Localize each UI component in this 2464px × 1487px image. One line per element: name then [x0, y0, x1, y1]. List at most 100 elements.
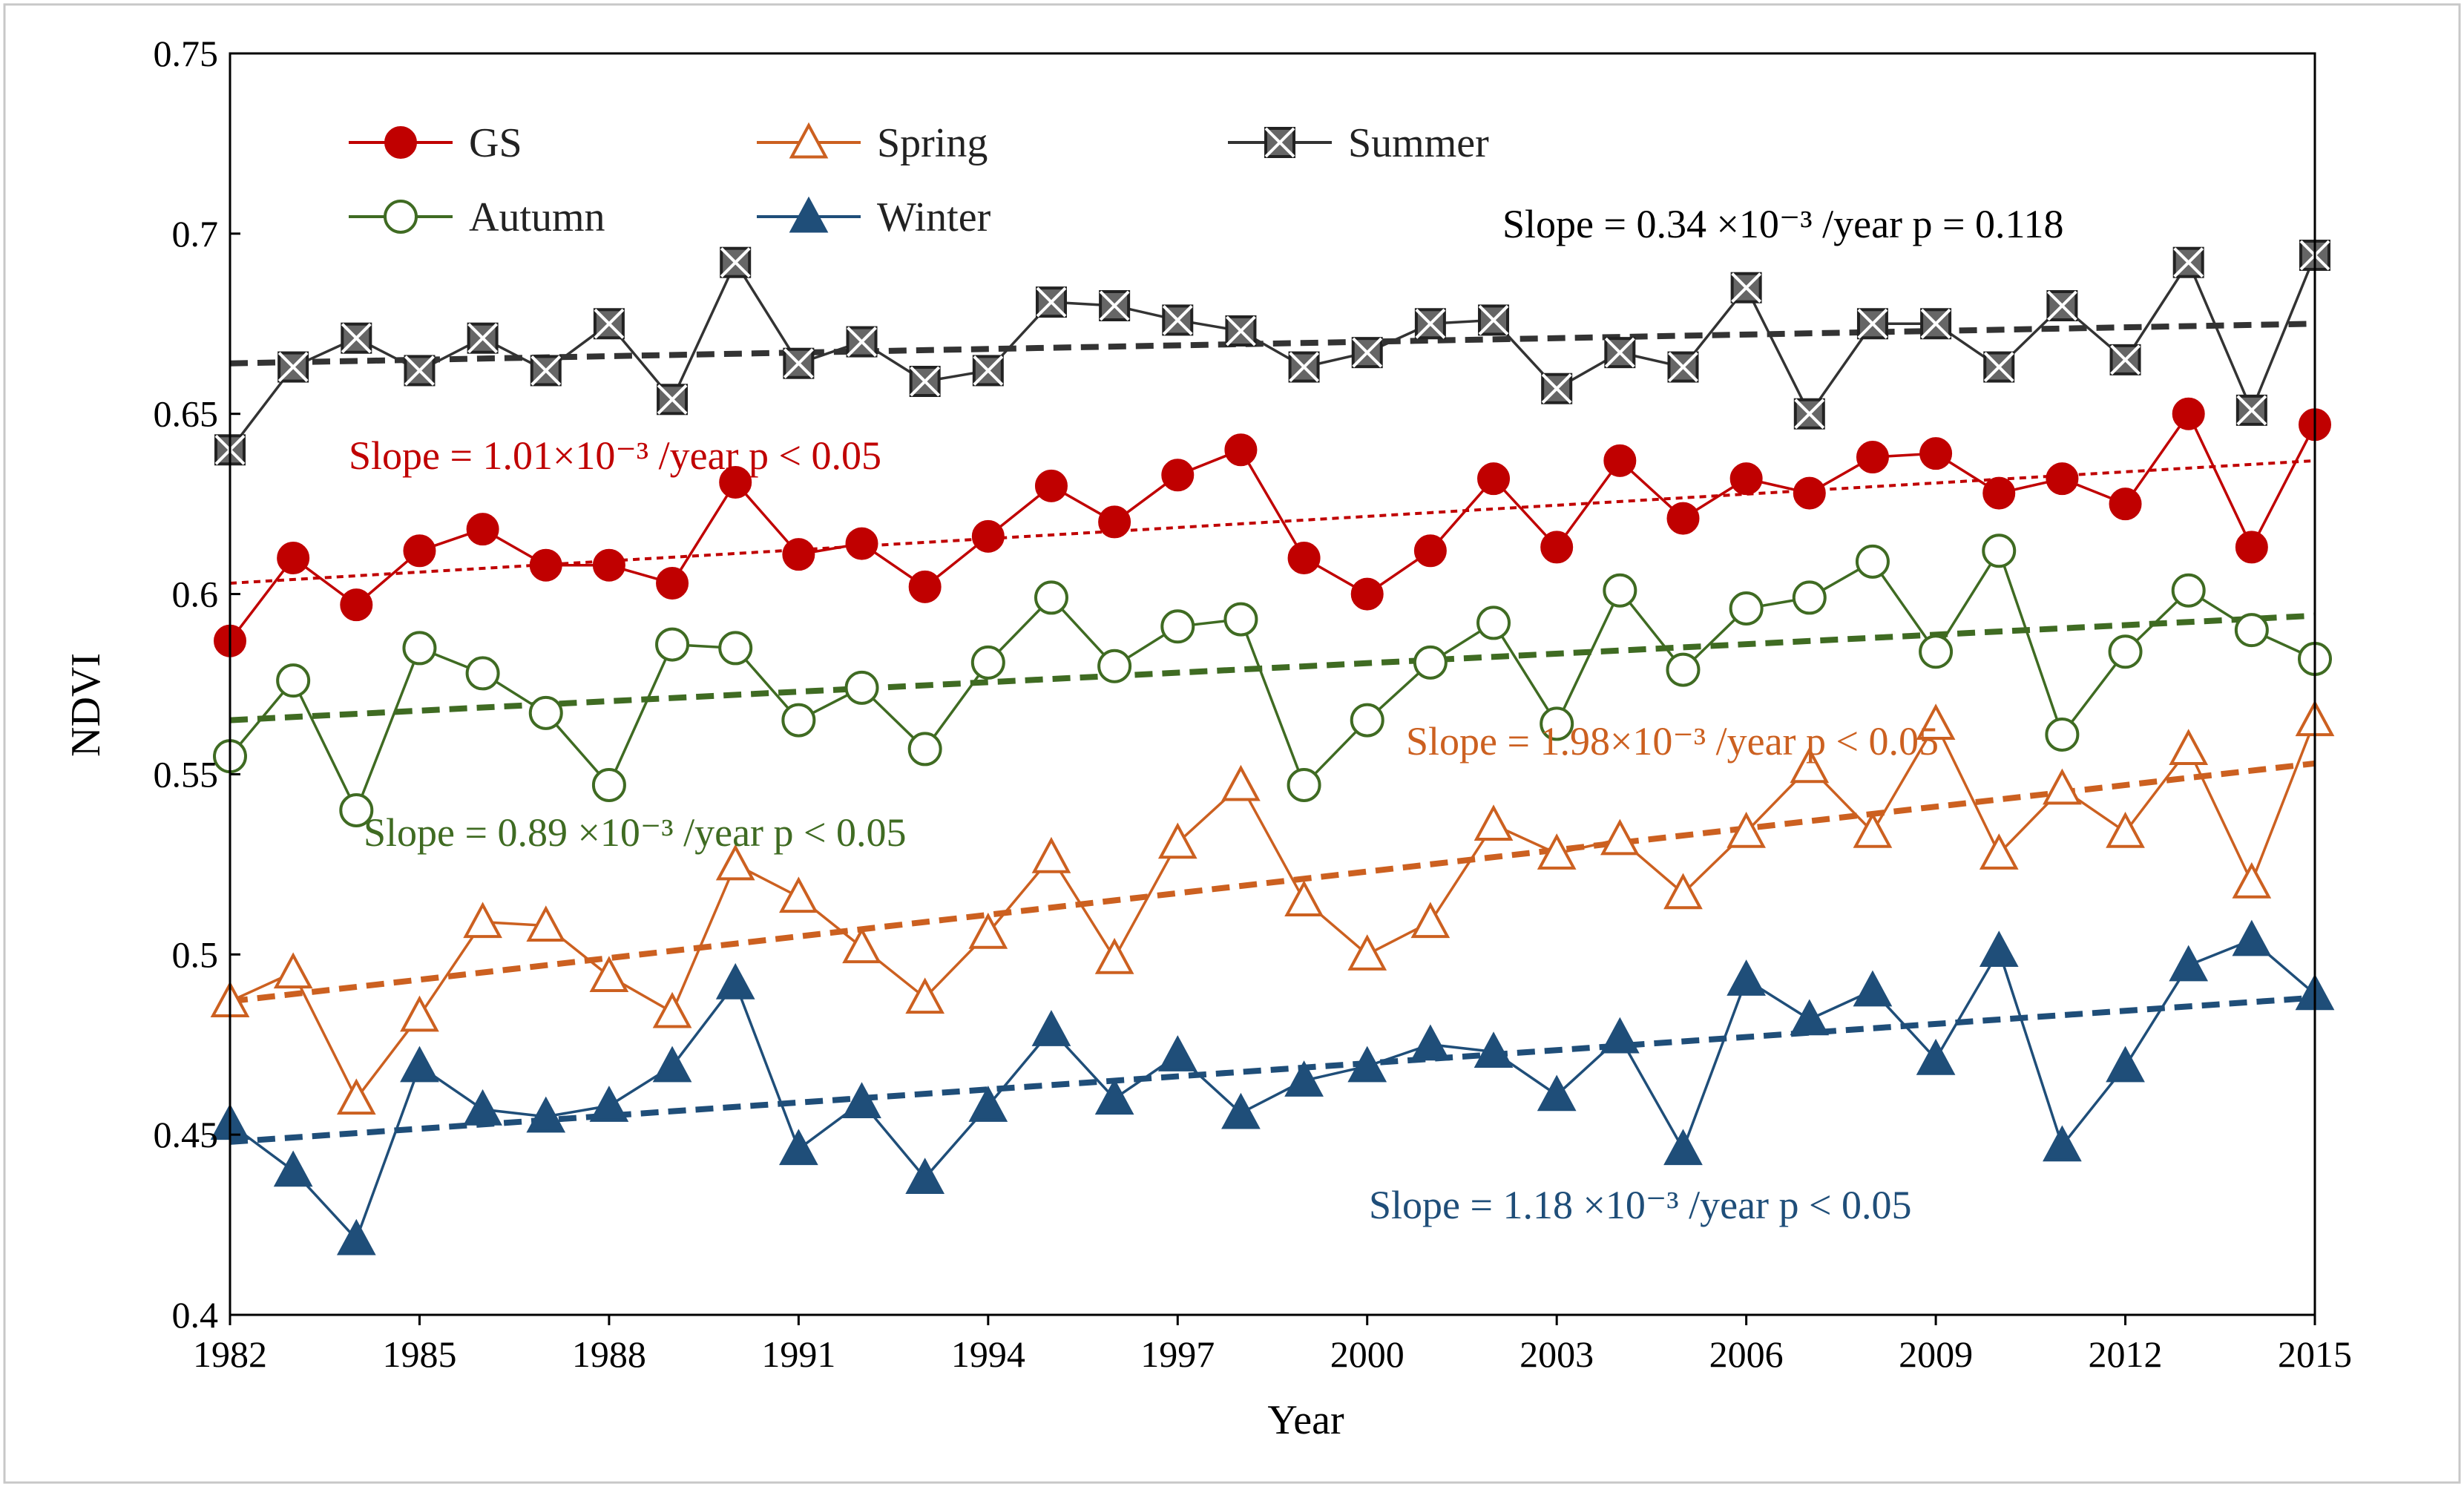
point-gs [403, 534, 436, 568]
trend-line-gs [229, 459, 2316, 585]
y-tick-label: 0.4 [172, 1294, 219, 1336]
marker-cross-b [2110, 344, 2141, 375]
point-winter [2106, 1046, 2145, 1083]
x-tick-label: 1997 [1140, 1333, 1215, 1375]
marker-cross-b [1920, 308, 1951, 339]
point-autumn [1476, 605, 1511, 640]
point-summer [1351, 337, 1383, 369]
legend-marker-winter [789, 196, 829, 233]
legend-label-spring: Spring [877, 120, 988, 166]
marker-cross-b [594, 308, 625, 339]
point-gs [1287, 542, 1321, 574]
legend-label-gs: GS [469, 120, 522, 166]
marker-cross-b [530, 355, 562, 386]
x-tick-label: 2012 [2089, 1333, 2163, 1375]
point-gs [1034, 469, 1068, 502]
y-tick-label: 0.75 [154, 33, 219, 74]
legend-label-winter: Winter [877, 194, 991, 240]
point-gs [592, 548, 625, 582]
point-autumn [1666, 652, 1701, 687]
point-spring [589, 956, 629, 992]
point-spring [1347, 934, 1387, 971]
legend: GS Spring Summer Autumn Winter [349, 120, 1489, 240]
point-winter [2043, 1125, 2082, 1162]
point-winter [779, 1129, 818, 1166]
point-summer [909, 366, 941, 397]
point-gs [1666, 502, 1700, 535]
point-gs [529, 548, 562, 582]
point-autumn [276, 663, 311, 698]
series-line-spring [229, 719, 2316, 1101]
trend-line-winter [229, 994, 2316, 1145]
point-summer [2235, 394, 2267, 426]
x-axis-title: Year [1267, 1397, 1344, 1443]
point-winter [715, 962, 755, 999]
y-tick-label: 0.45 [154, 1114, 219, 1155]
point-autumn [1350, 703, 1384, 738]
point-autumn [1792, 580, 1827, 615]
point-winter [1537, 1074, 1577, 1112]
marker-cross-b [467, 323, 499, 354]
point-summer [1099, 290, 1131, 321]
x-tick-label: 2003 [1520, 1333, 1594, 1375]
point-winter [1031, 1010, 1071, 1046]
point-gs [719, 466, 752, 499]
annotations: Slope = 0.34 ×10⁻³ /year p = 0.118 Slope … [349, 202, 2063, 1227]
point-summer [720, 246, 752, 278]
point-autumn [1160, 609, 1195, 644]
point-spring [463, 902, 502, 939]
series-line-autumn [229, 548, 2316, 814]
point-summer [846, 326, 878, 358]
point-gs [1224, 433, 1258, 467]
legend-item-autumn: Autumn [349, 194, 605, 240]
marker-cross-b [1226, 315, 1256, 347]
legend-marker-summer [1264, 127, 1295, 158]
y-tick-label: 0.55 [154, 753, 219, 795]
point-summer [467, 322, 499, 354]
point-gs [466, 513, 499, 546]
point-autumn [2108, 634, 2143, 669]
series-line-gs [229, 411, 2316, 642]
figure-border [3, 3, 2461, 1484]
point-winter [1474, 1031, 1514, 1068]
series-line-winter [229, 938, 2316, 1242]
point-winter [526, 1096, 566, 1133]
point-spring [1474, 804, 1514, 841]
marker-cross-b [1604, 337, 1635, 368]
point-summer [972, 355, 1004, 387]
legend-item-winter: Winter [757, 194, 991, 240]
point-summer [1667, 351, 1699, 383]
point-gs [782, 538, 815, 571]
point-gs [2172, 397, 2205, 430]
point-spring [715, 844, 755, 881]
point-gs [2109, 488, 2142, 521]
x-tick-label: 1994 [951, 1333, 1025, 1375]
point-winter [1410, 1024, 1451, 1061]
point-winter [1916, 1038, 1956, 1075]
point-autumn [1729, 591, 1764, 626]
y-tick-label: 0.6 [172, 574, 219, 615]
point-winter [463, 1089, 502, 1126]
point-gs [1982, 476, 2016, 510]
slope-annotation-spring: Slope = 1.98×10⁻³ /year p < 0.05 [1406, 719, 1939, 764]
point-summer [1035, 286, 1067, 318]
point-spring [2043, 768, 2082, 805]
point-winter [2169, 945, 2209, 982]
point-gs [1350, 577, 1384, 611]
x-tick-label: 1985 [382, 1333, 456, 1375]
point-summer [1541, 372, 1573, 404]
legend-label-autumn: Autumn [469, 194, 605, 240]
y-axis-title: NDVI [63, 653, 109, 757]
point-summer [657, 384, 689, 416]
point-winter [1094, 1078, 1134, 1115]
y-tick-label: 0.7 [172, 213, 219, 255]
y-tick-label: 0.5 [172, 933, 219, 975]
point-summer [783, 347, 815, 379]
point-summer [2172, 246, 2204, 278]
point-gs [1856, 441, 1889, 473]
point-gs [1161, 459, 1195, 492]
marker-cross-b [1415, 308, 1446, 339]
point-spring [1284, 880, 1324, 916]
point-gs [1919, 437, 1953, 470]
